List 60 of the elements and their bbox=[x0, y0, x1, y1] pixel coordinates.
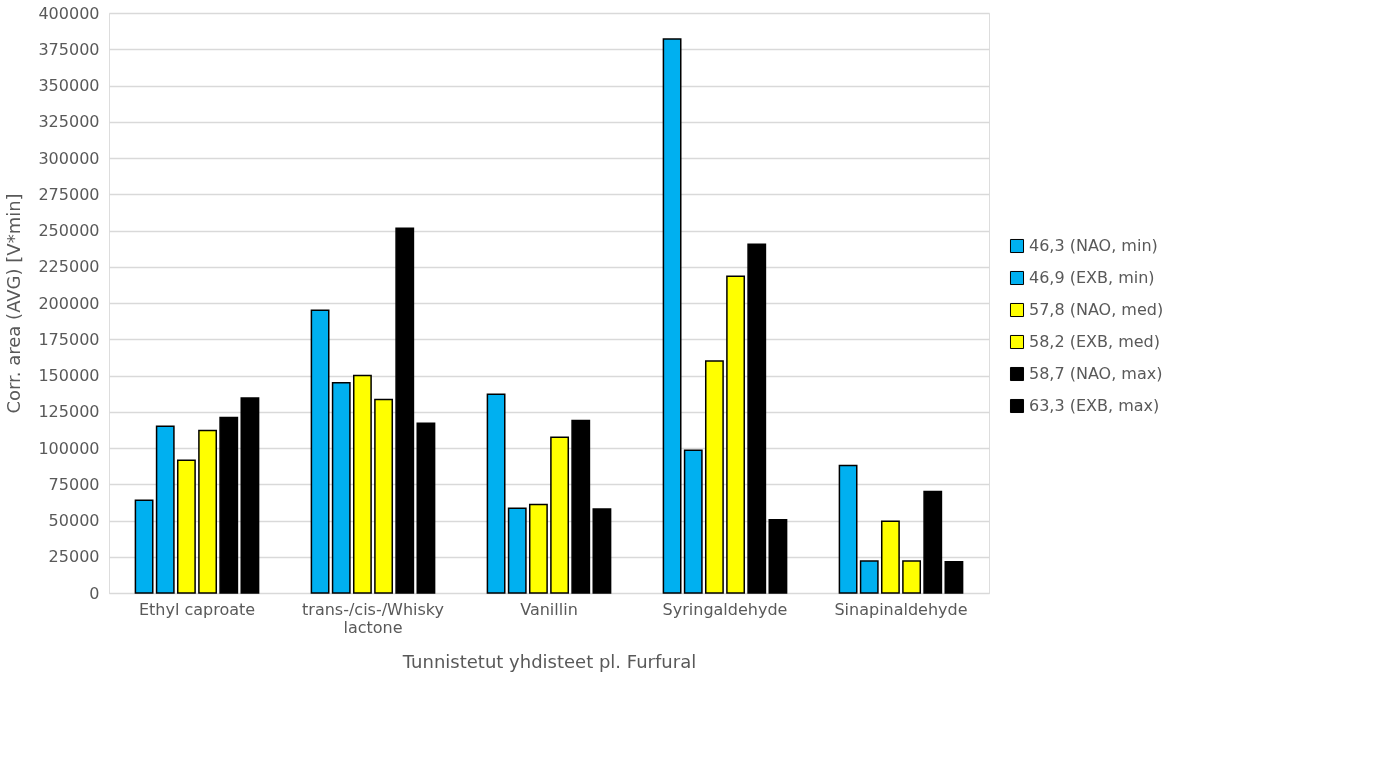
legend-label: 57,8 (NAO, med) bbox=[1029, 300, 1164, 319]
legend-label: 58,2 (EXB, med) bbox=[1029, 332, 1160, 351]
bar bbox=[838, 464, 858, 594]
x-tick-label: Syringaldehyde bbox=[662, 599, 788, 619]
y-tick-label: 100000 bbox=[38, 438, 100, 458]
bar bbox=[374, 398, 394, 594]
bar bbox=[219, 416, 239, 594]
bar bbox=[486, 393, 506, 594]
y-tick-label: 325000 bbox=[38, 112, 100, 132]
y-axis-title: Corr. area (AVG) [V*min] bbox=[3, 193, 25, 414]
bar bbox=[198, 429, 218, 594]
bar bbox=[592, 508, 612, 594]
bar bbox=[571, 419, 591, 594]
x-tick-label: Ethyl caproate bbox=[138, 599, 256, 619]
y-tick-label: 200000 bbox=[38, 293, 100, 313]
bar bbox=[240, 397, 260, 594]
bar bbox=[768, 519, 788, 594]
legend-label: 58,7 (NAO, max) bbox=[1029, 364, 1163, 383]
legend-label: 46,9 (EXB, min) bbox=[1029, 268, 1155, 287]
bar bbox=[352, 374, 372, 594]
bar bbox=[176, 459, 196, 594]
bar bbox=[859, 560, 879, 594]
x-tick-label: Sinapinaldehyde bbox=[834, 599, 968, 619]
bar bbox=[902, 560, 922, 594]
y-tick-label: 300000 bbox=[38, 148, 100, 168]
bar bbox=[310, 309, 330, 594]
bar bbox=[726, 275, 746, 594]
legend-label: 46,3 (NAO, min) bbox=[1029, 236, 1158, 255]
bar bbox=[704, 360, 724, 594]
y-tick-label: 125000 bbox=[38, 402, 100, 422]
y-tick-label: 175000 bbox=[38, 329, 100, 349]
y-tick-label: 225000 bbox=[38, 257, 100, 277]
bar bbox=[507, 507, 527, 594]
bar bbox=[944, 561, 964, 594]
y-tick-label: 350000 bbox=[38, 76, 100, 95]
x-tick-label: trans-/cis-/Whisky lactone bbox=[302, 599, 444, 637]
bar bbox=[155, 425, 175, 594]
bar bbox=[416, 422, 436, 594]
y-tick-label: 25000 bbox=[48, 547, 100, 567]
x-tick-label: Vanillin bbox=[520, 599, 578, 619]
bar bbox=[923, 490, 943, 594]
y-tick-label: 275000 bbox=[38, 184, 100, 204]
bar bbox=[528, 503, 548, 594]
legend-label: 63,3 (EXB, max) bbox=[1029, 396, 1160, 415]
bar bbox=[134, 499, 154, 594]
bar bbox=[683, 449, 703, 594]
y-tick-label: 75000 bbox=[48, 474, 100, 494]
bar bbox=[747, 243, 767, 594]
x-axis-title: Tunnistetut yhdisteet pl. Furfural bbox=[401, 650, 697, 672]
bar bbox=[880, 520, 900, 594]
y-tick-label: 400000 bbox=[38, 3, 100, 23]
bar bbox=[662, 38, 682, 594]
y-tick-label: 50000 bbox=[48, 511, 100, 530]
bar bbox=[395, 227, 415, 594]
bar bbox=[331, 382, 351, 594]
bar bbox=[550, 436, 570, 594]
y-tick-label: 0 bbox=[89, 583, 100, 603]
y-tick-label: 150000 bbox=[38, 366, 100, 385]
y-tick-label: 375000 bbox=[38, 39, 100, 59]
y-tick-label: 250000 bbox=[38, 221, 100, 240]
